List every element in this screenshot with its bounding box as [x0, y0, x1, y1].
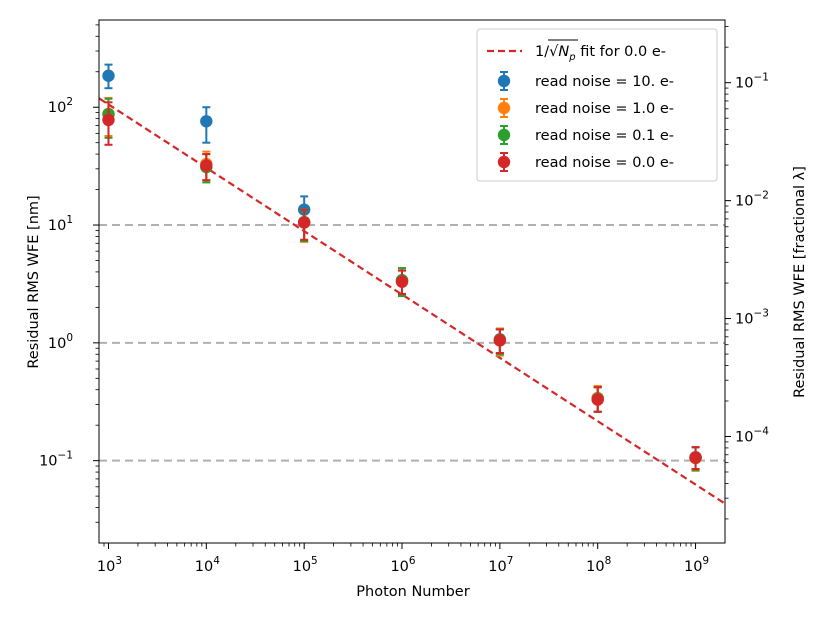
data-point — [297, 216, 311, 229]
legend-label: read noise = 0.1 e- — [535, 128, 674, 144]
right-y-tick-label: 10−1 — [735, 72, 769, 92]
x-tick-label: 107 — [488, 555, 513, 575]
y-axis-label: Residual RMS WFE [nm] — [26, 195, 42, 368]
right-y-axis-label: Residual RMS WFE [fractional λ] — [792, 166, 808, 398]
data-point — [200, 115, 213, 128]
data-point — [200, 159, 213, 172]
legend-marker — [497, 155, 511, 169]
right-y-tick-label: 10−4 — [735, 425, 769, 445]
legend-fit-label: 1/√Np fit for 0.0 e- — [535, 44, 666, 63]
y-tick-label: 101 — [48, 214, 73, 234]
legend-marker — [497, 101, 511, 115]
data-point — [689, 451, 702, 464]
x-tick-label: 109 — [684, 555, 709, 575]
right-y-tick-label: 10−2 — [735, 190, 769, 210]
y-tick-label: 100 — [48, 332, 73, 352]
legend: 1/√Np fit for 0.0 e-read noise = 10. e-r… — [476, 28, 718, 182]
y-tick-label: 10−1 — [39, 450, 73, 470]
legend-label: read noise = 1.0 e- — [535, 101, 674, 117]
x-tick-label: 103 — [97, 555, 122, 575]
data-point — [493, 334, 507, 347]
series-3 — [102, 101, 702, 470]
y-tick-label: 102 — [48, 96, 73, 116]
legend-label: read noise = 0.0 e- — [535, 155, 674, 171]
x-tick-label: 105 — [293, 555, 318, 575]
legend-label: read noise = 10. e- — [535, 74, 674, 90]
reference-lines — [99, 224, 725, 462]
legend-marker — [497, 128, 511, 142]
plot-frame — [98, 19, 726, 544]
legend-marker — [497, 74, 511, 88]
x-tick-label: 104 — [195, 555, 220, 575]
data-point — [591, 393, 604, 406]
data-point — [102, 113, 115, 127]
data-point — [395, 275, 409, 288]
legend-box — [476, 28, 718, 182]
x-tick-label: 106 — [390, 555, 415, 575]
right-y-tick-label: 10−3 — [735, 308, 769, 328]
x-axis-label: Photon Number — [356, 584, 469, 600]
axes: 103 104 105 106 107 108 109 10−1 100 101 102 10−4 10… — [39, 19, 769, 575]
data-points-layer — [102, 63, 702, 472]
x-tick-label: 108 — [586, 555, 611, 575]
data-point — [102, 69, 115, 82]
